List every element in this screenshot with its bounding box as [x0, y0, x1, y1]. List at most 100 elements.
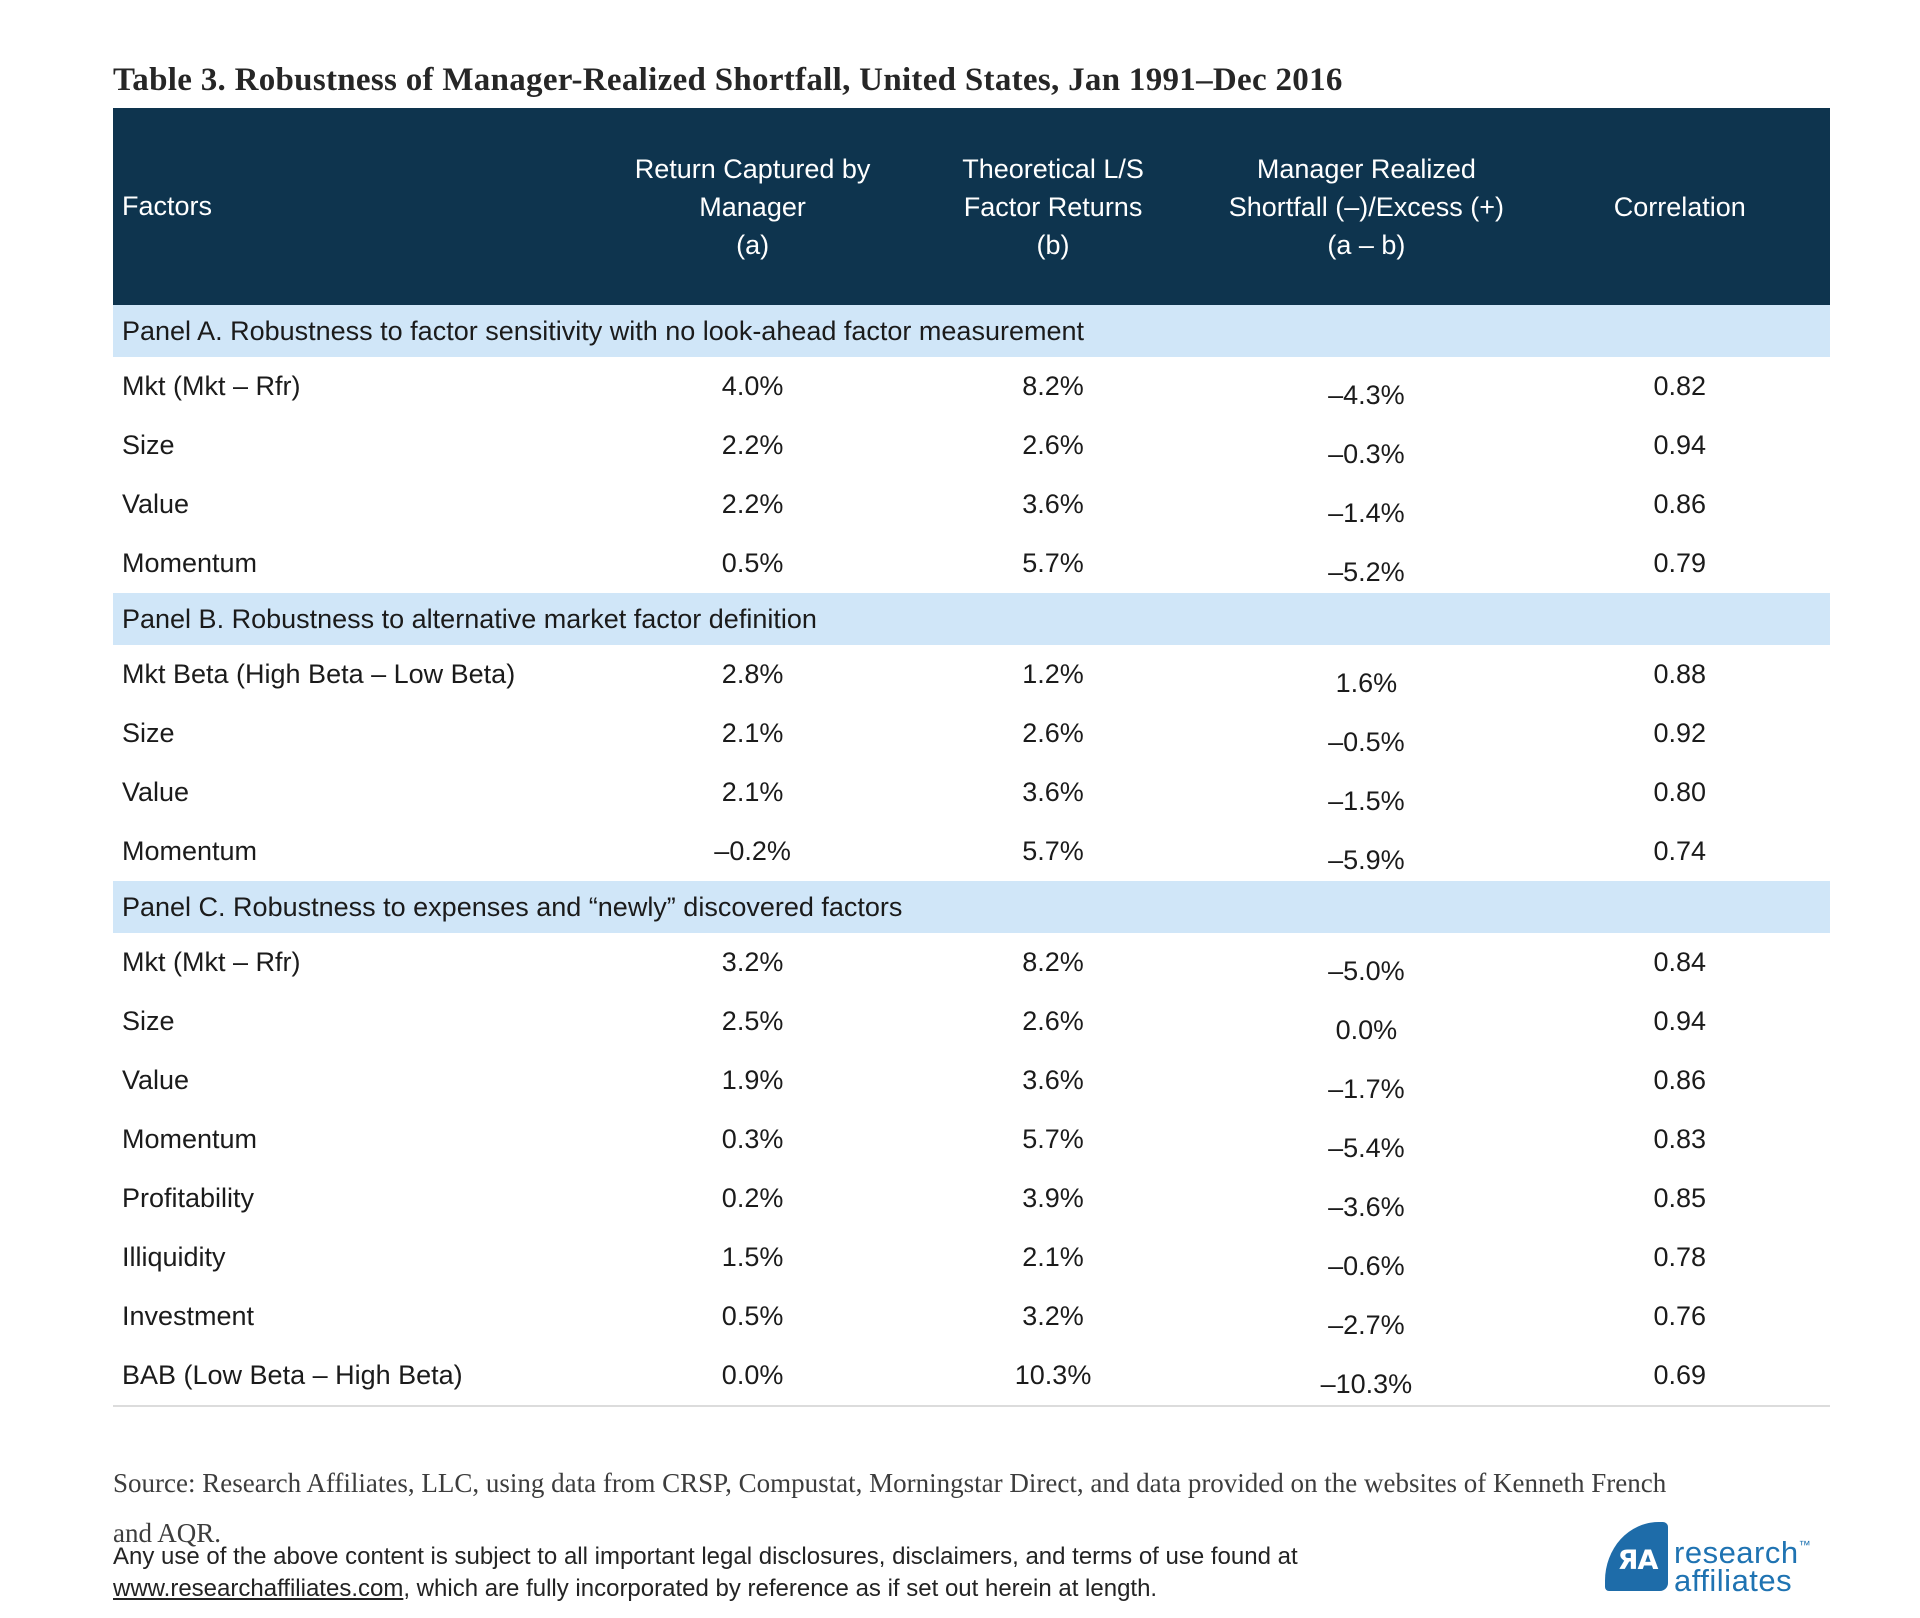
return-captured-cell: 2.8% [721, 659, 784, 689]
page-title: Table 3. Robustness of Manager-Realized … [113, 62, 1343, 98]
factor-cell: Profitability [122, 1183, 255, 1213]
shortfall-excess-cell: –5.4% [1328, 1133, 1405, 1163]
column-header-shortfall-excess: Manager Realized Shortfall (–)/Excess (+… [1203, 150, 1529, 264]
correlation-cell: 0.79 [1653, 548, 1707, 578]
column-header-line: Factor Returns [963, 191, 1143, 222]
correlation-cell: 0.94 [1653, 430, 1707, 460]
trademark-symbol: ™ [1798, 1538, 1811, 1552]
factor-cell: Mkt Beta (High Beta – Low Beta) [122, 659, 516, 689]
theoretical-return-cell: 3.6% [1022, 1065, 1084, 1095]
return-captured-cell: –0.2% [714, 836, 791, 866]
table-row: Value 1.9% 3.6% –1.7% 0.86 [113, 1051, 1830, 1110]
correlation-cell: 0.92 [1653, 718, 1707, 748]
logo-monogram: ЯA [1617, 1545, 1659, 1576]
column-header-line: Manager Realized [1256, 153, 1476, 184]
shortfall-excess-cell: 1.6% [1335, 668, 1398, 698]
shortfall-excess-cell: –1.4% [1328, 498, 1405, 528]
return-captured-cell: 1.5% [721, 1242, 784, 1272]
return-captured-cell: 2.1% [721, 777, 784, 807]
correlation-cell: 0.74 [1653, 836, 1707, 866]
theoretical-return-cell: 3.6% [1022, 777, 1084, 807]
theoretical-return-cell: 8.2% [1022, 947, 1084, 977]
table-row: Size 2.2% 2.6% –0.3% 0.94 [113, 416, 1830, 475]
return-captured-cell: 2.1% [721, 718, 784, 748]
table-body: Panel A. Robustness to factor sensitivit… [113, 305, 1830, 1405]
table-row: Value 2.1% 3.6% –1.5% 0.80 [113, 763, 1830, 822]
table-row: Illiquidity 1.5% 2.1% –0.6% 0.78 [113, 1228, 1830, 1287]
theoretical-return-cell: 5.7% [1022, 548, 1084, 578]
factor-cell: Investment [122, 1301, 255, 1331]
table-row: Size 2.5% 2.6% 0.0% 0.94 [113, 992, 1830, 1051]
table-row: Profitability 0.2% 3.9% –3.6% 0.85 [113, 1169, 1830, 1228]
shortfall-excess-cell: –1.7% [1328, 1074, 1405, 1104]
source-note-line: and AQR. [113, 1518, 221, 1548]
column-header-line: (a – b) [1327, 229, 1406, 260]
legal-note-text: , which are fully incorporated by refere… [403, 1575, 1158, 1602]
factor-cell: Value [122, 489, 190, 519]
factor-cell: Size [122, 1006, 175, 1036]
correlation-cell: 0.94 [1653, 1006, 1707, 1036]
theoretical-return-cell: 3.2% [1022, 1301, 1084, 1331]
correlation-cell: 0.84 [1653, 947, 1707, 977]
shortfall-excess-cell: –0.6% [1328, 1251, 1405, 1281]
logo-wordmark-line1: research [1674, 1535, 1799, 1570]
factor-cell: Size [122, 718, 175, 748]
return-captured-cell: 1.9% [721, 1065, 784, 1095]
panel-header: Panel C. Robustness to expenses and “new… [113, 881, 1830, 933]
theoretical-return-cell: 2.6% [1022, 430, 1084, 460]
table-row: Value 2.2% 3.6% –1.4% 0.86 [113, 475, 1830, 534]
theoretical-return-cell: 2.1% [1022, 1242, 1084, 1272]
theoretical-return-cell: 3.9% [1022, 1183, 1084, 1213]
factor-cell: Size [122, 430, 175, 460]
factor-cell: Mkt (Mkt – Rfr) [122, 371, 301, 401]
return-captured-cell: 0.3% [721, 1124, 784, 1154]
table-row: Mkt Beta (High Beta – Low Beta) 2.8% 1.2% 1… [113, 645, 1830, 704]
return-captured-cell: 0.5% [721, 548, 784, 578]
column-header-line: (b) [1036, 229, 1070, 260]
return-captured-cell: 4.0% [721, 371, 784, 401]
table-row: Mkt (Mkt – Rfr) 4.0% 8.2% –4.3% 0.82 [113, 357, 1830, 416]
logo-wordmark: research™ affiliates [1674, 1531, 1811, 1598]
table-row: Momentum 0.3% 5.7% –5.4% 0.83 [113, 1110, 1830, 1169]
shortfall-excess-cell: –4.3% [1328, 380, 1405, 410]
shortfall-excess-cell: –3.6% [1328, 1192, 1405, 1222]
table-row: Mkt (Mkt – Rfr) 3.2% 8.2% –5.0% 0.84 [113, 933, 1830, 992]
table-header: Factors Return Captured by Manager (a) T… [113, 108, 1830, 305]
correlation-cell: 0.82 [1653, 371, 1707, 401]
theoretical-return-cell: 5.7% [1022, 836, 1084, 866]
logo-mark-icon: ЯA [1605, 1522, 1668, 1591]
column-header-line: Theoretical L/S [962, 153, 1144, 184]
theoretical-return-cell: 2.6% [1022, 718, 1084, 748]
column-header-theoretical-returns: Theoretical L/S Factor Returns (b) [903, 150, 1203, 264]
factor-cell: Momentum [122, 548, 258, 578]
shortfall-excess-cell: –5.0% [1328, 956, 1405, 986]
table-row: Momentum 0.5% 5.7% –5.2% 0.79 [113, 534, 1830, 593]
table-row: BAB (Low Beta – High Beta) 0.0% 10.3% –10.3… [113, 1346, 1830, 1405]
logo-wordmark-line2: affiliates [1674, 1563, 1793, 1598]
shortfall-excess-cell: –1.5% [1328, 786, 1405, 816]
correlation-cell: 0.80 [1653, 777, 1707, 807]
factor-cell: Momentum [122, 1124, 258, 1154]
column-header-line: (a) [736, 229, 770, 260]
factor-cell: BAB (Low Beta – High Beta) [122, 1360, 463, 1390]
column-header-line: Manager [699, 191, 806, 222]
legal-note: Any use of the above content is subject … [113, 1541, 1363, 1605]
theoretical-return-cell: 8.2% [1022, 371, 1084, 401]
source-note-line: Source: Research Affiliates, LLC, using … [113, 1468, 1667, 1498]
researchaffiliates-link[interactable]: www.researchaffiliates.com [113, 1575, 404, 1602]
factor-cell: Value [122, 777, 190, 807]
correlation-cell: 0.85 [1653, 1183, 1707, 1213]
correlation-cell: 0.88 [1653, 659, 1707, 689]
return-captured-cell: 2.5% [721, 1006, 784, 1036]
return-captured-cell: 0.5% [721, 1301, 784, 1331]
theoretical-return-cell: 5.7% [1022, 1124, 1084, 1154]
theoretical-return-cell: 1.2% [1022, 659, 1084, 689]
legal-note-line: Any use of the above content is subject … [113, 1543, 1298, 1570]
column-header-line: Shortfall (–)/Excess (+) [1228, 191, 1505, 222]
theoretical-return-cell: 10.3% [1014, 1360, 1092, 1390]
theoretical-return-cell: 2.6% [1022, 1006, 1084, 1036]
column-header-correlation: Correlation [1530, 188, 1830, 226]
table-row: Investment 0.5% 3.2% –2.7% 0.76 [113, 1287, 1830, 1346]
return-captured-cell: 0.0% [721, 1360, 784, 1390]
panel-header: Panel A. Robustness to factor sensitivit… [113, 305, 1830, 357]
